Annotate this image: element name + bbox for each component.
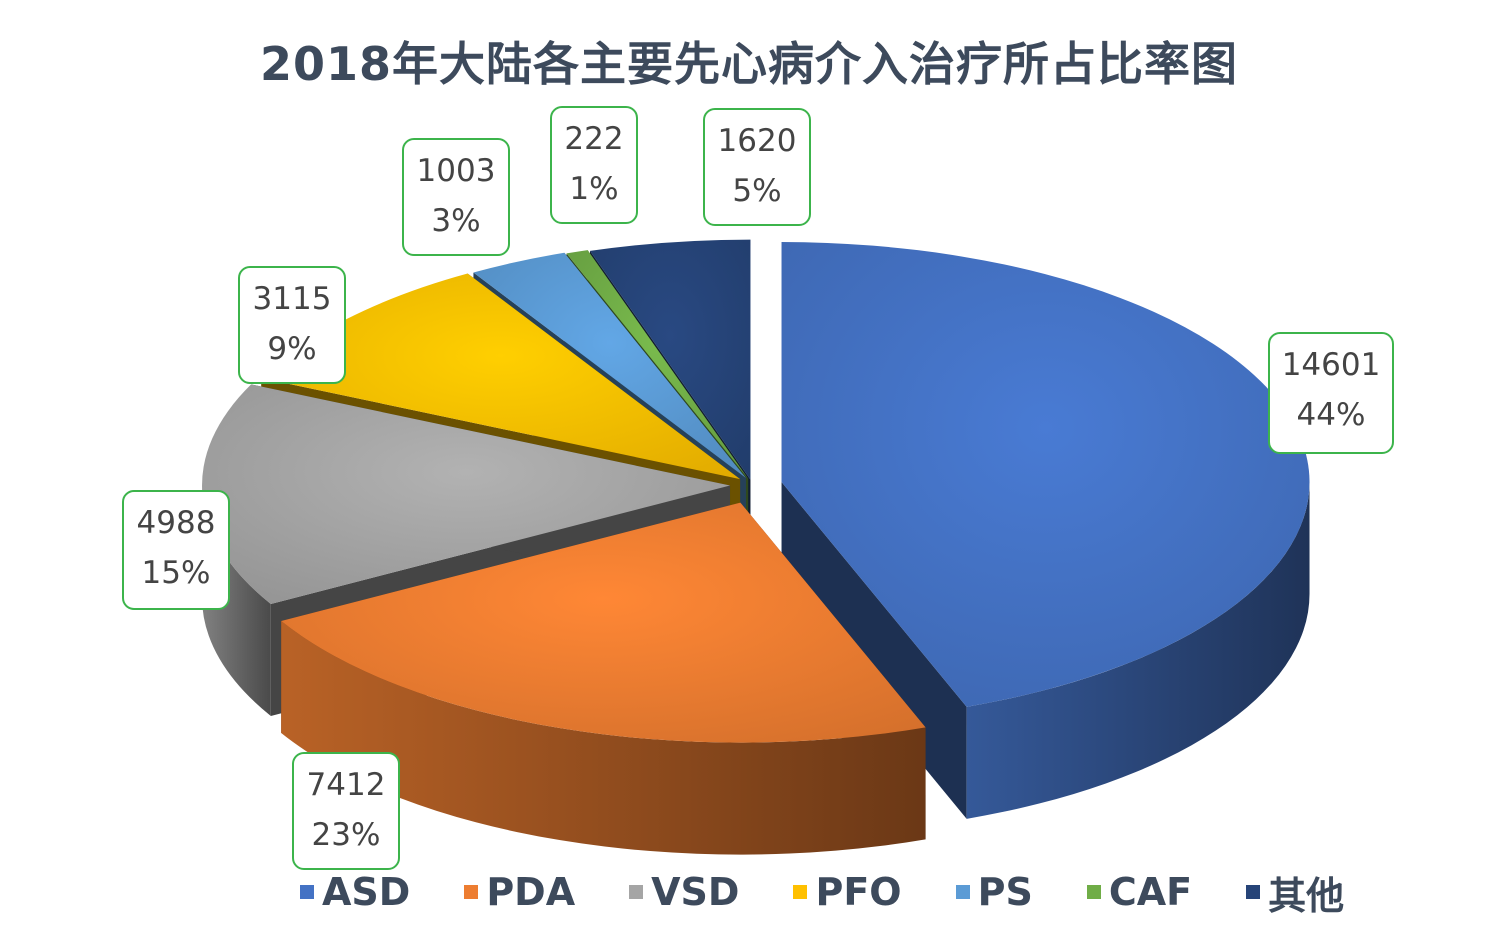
pie-slice-pfo — [261, 273, 741, 480]
legend-label: PFO — [815, 870, 902, 914]
data-label-percent: 3% — [431, 203, 481, 239]
legend-item-vsd: VSD — [629, 870, 739, 914]
legend-item-pfo: PFO — [793, 870, 902, 914]
pie-slice-vsd — [202, 384, 731, 604]
pie-slice-其他 — [589, 239, 751, 480]
legend-swatch — [1086, 885, 1101, 899]
legend-swatch — [464, 885, 479, 899]
data-label-value: 1003 — [416, 153, 496, 189]
data-label-percent: 44% — [1296, 397, 1366, 433]
legend-label: PDA — [486, 870, 576, 914]
pie-slice-caf — [566, 250, 749, 479]
legend-label: 其他 — [1268, 873, 1345, 918]
data-label-value: 3115 — [252, 281, 332, 317]
pie-slice-side — [202, 485, 271, 716]
data-label-percent: 5% — [732, 173, 782, 209]
data-label-percent: 23% — [311, 817, 381, 853]
legend-item-ps: PS — [955, 870, 1033, 914]
data-label-percent: 15% — [141, 555, 211, 591]
data-label-value: 4988 — [136, 505, 216, 541]
pie-slice-side — [281, 621, 926, 855]
legend-swatch — [1246, 885, 1261, 899]
data-label-pda: 7412 23% — [292, 752, 400, 870]
data-label-asd: 14601 44% — [1268, 332, 1394, 454]
data-label-caf: 222 1% — [550, 106, 638, 224]
data-label-value: 14601 — [1281, 347, 1381, 383]
legend-label: ASD — [322, 870, 411, 914]
pie-slice-ps — [473, 252, 746, 479]
pie-slice-side — [966, 482, 1310, 819]
data-label-其他: 1620 5% — [703, 108, 811, 226]
legend-swatch — [955, 885, 970, 899]
legend-label: PS — [977, 870, 1033, 914]
data-label-percent: 1% — [569, 171, 619, 207]
pie-slice-asd — [781, 242, 1310, 707]
legend-item-asd: ASD — [300, 870, 410, 914]
legend-swatch — [300, 885, 314, 899]
legend-item-caf: CAF — [1086, 870, 1193, 914]
legend-label: CAF — [1108, 870, 1193, 914]
legend-swatch — [629, 885, 644, 899]
data-label-pfo: 3115 9% — [238, 266, 346, 384]
legend: ASD PDA VSD PFO PS CAF 其他 — [300, 866, 1398, 918]
data-label-value: 222 — [564, 121, 624, 157]
data-label-ps: 1003 3% — [402, 138, 510, 256]
data-label-value: 1620 — [717, 123, 797, 159]
legend-item-pda: PDA — [464, 870, 575, 914]
legend-swatch — [793, 885, 808, 899]
data-label-value: 7412 — [306, 767, 386, 803]
legend-label: VSD — [651, 870, 740, 914]
chart-title: 2018年大陆各主要先心病介入治疗所占比率图 — [259, 37, 1239, 91]
legend-item-其他: 其他 — [1246, 865, 1344, 920]
data-label-vsd: 4988 15% — [122, 490, 230, 610]
pie-slice-pda — [281, 502, 926, 743]
data-label-percent: 9% — [267, 331, 317, 367]
